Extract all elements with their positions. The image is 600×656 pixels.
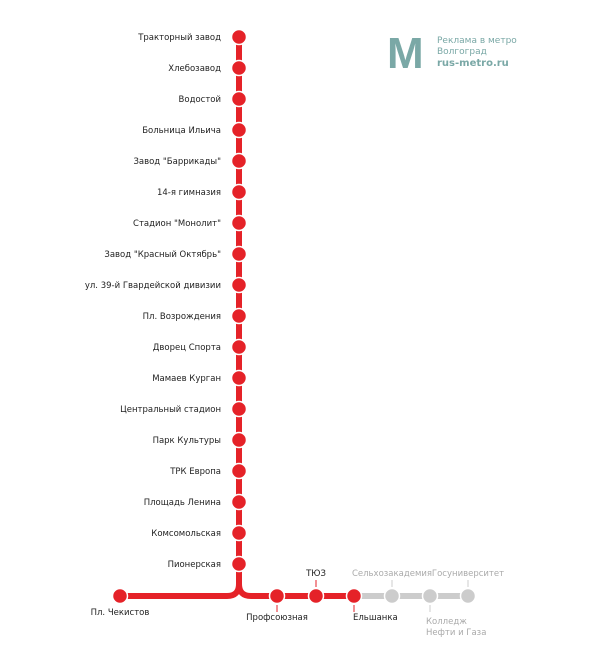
station-label: Комсомольская bbox=[151, 529, 221, 539]
station-label: Госуниверситет bbox=[432, 569, 504, 579]
station-label: Дворец Спорта bbox=[153, 343, 221, 353]
station-label: Завод "Баррикады" bbox=[133, 157, 221, 167]
station-label: Ельшанка bbox=[353, 613, 398, 623]
station-marker bbox=[230, 245, 248, 263]
station-label: 14-я гимназия bbox=[157, 188, 221, 198]
station-label: ул. 39-й Гвардейской дивизии bbox=[85, 281, 221, 291]
station-label: ТЮЗ bbox=[305, 569, 326, 579]
logo-line2: Волгоград bbox=[437, 47, 487, 57]
station-marker bbox=[230, 307, 248, 325]
logo-line1: Реклама в метро bbox=[437, 36, 517, 46]
station-label: Хлебозавод bbox=[168, 64, 221, 74]
station-label: Завод "Красный Октябрь" bbox=[104, 250, 221, 260]
station-label: Водостой bbox=[179, 95, 221, 105]
station-label: Тракторный завод bbox=[137, 33, 221, 43]
station-marker bbox=[230, 183, 248, 201]
station-marker bbox=[345, 587, 363, 605]
station-label: Пл. Чекистов bbox=[91, 608, 150, 618]
station-marker bbox=[230, 121, 248, 139]
station-label: Колледж bbox=[426, 617, 467, 627]
logo-letter: М bbox=[387, 29, 424, 78]
station-marker bbox=[230, 369, 248, 387]
station-label: Нефти и Газа bbox=[426, 628, 486, 638]
station-marker bbox=[230, 555, 248, 573]
logo: М Реклама в метро Волгоград rus-metro.ru bbox=[387, 29, 517, 78]
station-marker bbox=[230, 400, 248, 418]
logo-url: rus-metro.ru bbox=[437, 58, 509, 69]
station-marker bbox=[230, 338, 248, 356]
station-marker bbox=[230, 152, 248, 170]
station-marker bbox=[230, 214, 248, 232]
station-label: Пл. Возрождения bbox=[143, 312, 221, 322]
station-marker bbox=[230, 276, 248, 294]
station-label: Больница Ильича bbox=[142, 126, 221, 136]
station-marker bbox=[230, 59, 248, 77]
station-label: Профсоюзная bbox=[246, 613, 308, 623]
station-label: Парк Культуры bbox=[153, 436, 221, 446]
station-label: Центральный стадион bbox=[120, 405, 221, 415]
station-marker bbox=[230, 493, 248, 511]
station-marker bbox=[307, 587, 325, 605]
station-marker bbox=[230, 524, 248, 542]
station-marker bbox=[459, 587, 477, 605]
station-label: Площадь Ленина bbox=[144, 498, 221, 508]
station-label: ТРК Европа bbox=[169, 467, 221, 477]
station-marker bbox=[230, 462, 248, 480]
station-marker bbox=[230, 431, 248, 449]
station-label: Мамаев Курган bbox=[152, 374, 221, 384]
station-marker bbox=[230, 28, 248, 46]
line-junction bbox=[226, 583, 252, 599]
station-label: Сельхозакадемия bbox=[352, 569, 432, 579]
station-marker bbox=[111, 587, 129, 605]
station-label: Стадион "Монолит" bbox=[133, 219, 221, 229]
station-marker bbox=[421, 587, 439, 605]
station-marker bbox=[268, 587, 286, 605]
station-marker bbox=[383, 587, 401, 605]
station-label: Пионерская bbox=[168, 560, 221, 570]
station-marker bbox=[230, 90, 248, 108]
